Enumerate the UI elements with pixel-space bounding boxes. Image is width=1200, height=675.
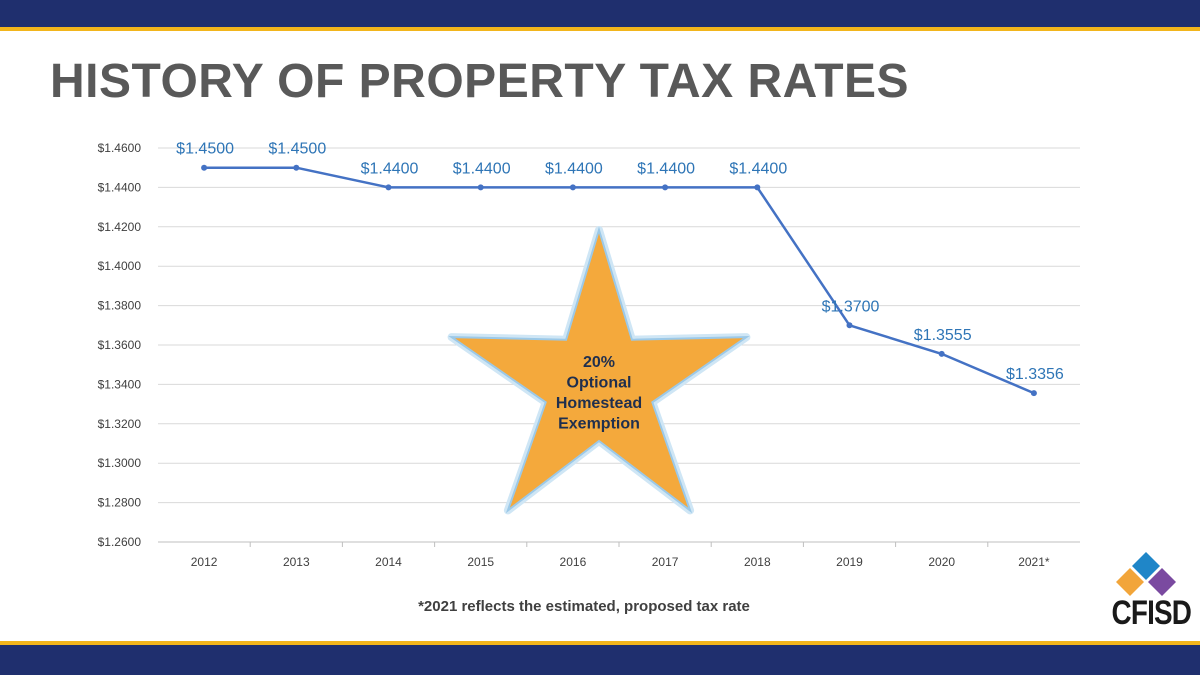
data-point bbox=[477, 184, 484, 191]
homestead-exemption-star: 20% Optional Homestead Exemption bbox=[447, 226, 751, 515]
x-tick-label: 2021* bbox=[1018, 555, 1050, 569]
data-point bbox=[754, 184, 761, 191]
footnote: *2021 reflects the estimated, proposed t… bbox=[418, 598, 750, 615]
star-icon bbox=[448, 226, 750, 514]
x-tick-label: 2020 bbox=[928, 555, 955, 569]
y-tick-label: $1.4400 bbox=[98, 180, 142, 194]
diamond-logo-icon bbox=[1116, 552, 1176, 596]
logo-text: CFISD bbox=[1111, 594, 1192, 632]
y-tick-label: $1.4000 bbox=[98, 259, 142, 273]
data-point bbox=[662, 184, 669, 191]
star-annotation-line: 20% bbox=[583, 354, 615, 371]
series-line bbox=[204, 166, 1035, 395]
bottom-banner bbox=[0, 641, 1200, 675]
cfisd-logo: CFISD bbox=[1104, 550, 1192, 636]
data-label: $1.4400 bbox=[361, 160, 419, 177]
data-label: $1.3700 bbox=[822, 298, 880, 315]
x-tick-label: 2017 bbox=[652, 555, 679, 569]
x-tick-label: 2015 bbox=[467, 555, 494, 569]
y-tick-label: $1.3600 bbox=[98, 338, 142, 352]
star-annotation-line: Homestead bbox=[556, 395, 642, 412]
data-label: $1.4400 bbox=[637, 160, 695, 177]
data-point bbox=[201, 164, 208, 171]
x-tick-label: 2014 bbox=[375, 555, 402, 569]
data-label: $1.4400 bbox=[545, 160, 603, 177]
data-label: $1.3356 bbox=[1006, 366, 1064, 383]
top-banner bbox=[0, 0, 1200, 31]
page-title: HISTORY OF PROPERTY TAX RATES bbox=[50, 55, 910, 108]
data-label: $1.4400 bbox=[453, 160, 511, 177]
star-annotation-line: Exemption bbox=[558, 416, 640, 433]
data-labels: $1.4500 $1.4500 $1.4400 $1.4400 $1.4400 $1.44… bbox=[176, 141, 1064, 383]
y-tick-label: $1.2800 bbox=[98, 496, 142, 510]
y-tick-label: $1.3000 bbox=[98, 456, 142, 470]
y-tick-label: $1.3800 bbox=[98, 299, 142, 313]
x-tick-label: 2016 bbox=[560, 555, 587, 569]
x-axis-tick-labels: 2012 2013 2014 2015 2016 2017 2018 2019 2020 2021… bbox=[191, 555, 1050, 569]
data-label: $1.4500 bbox=[268, 141, 326, 158]
data-label: $1.4500 bbox=[176, 141, 234, 158]
y-tick-label: $1.4200 bbox=[98, 220, 142, 234]
x-tick-label: 2019 bbox=[836, 555, 863, 569]
data-point bbox=[569, 184, 576, 191]
star-annotation-line: Optional bbox=[567, 375, 632, 392]
data-point bbox=[1030, 390, 1037, 397]
x-tick-label: 2012 bbox=[191, 555, 218, 569]
tax-rate-series bbox=[201, 164, 1037, 397]
y-tick-label: $1.2600 bbox=[98, 535, 142, 549]
data-point bbox=[293, 164, 300, 171]
y-axis-tick-labels: $1.2600 $1.2800 $1.3000 $1.3200 $1.3400 $1.36… bbox=[98, 141, 142, 549]
tax-rate-line-chart: $1.2600 $1.2800 $1.3000 $1.3200 $1.3400 $1.36… bbox=[98, 141, 1080, 569]
x-tick-label: 2013 bbox=[283, 555, 310, 569]
y-tick-label: $1.3200 bbox=[98, 417, 142, 431]
data-label: $1.3555 bbox=[914, 327, 972, 344]
data-label: $1.4400 bbox=[729, 160, 787, 177]
y-tick-label: $1.3400 bbox=[98, 377, 142, 391]
data-point bbox=[385, 184, 392, 191]
data-point bbox=[846, 322, 853, 329]
data-point bbox=[938, 350, 945, 357]
y-tick-label: $1.4600 bbox=[98, 141, 142, 155]
x-tick-label: 2018 bbox=[744, 555, 771, 569]
